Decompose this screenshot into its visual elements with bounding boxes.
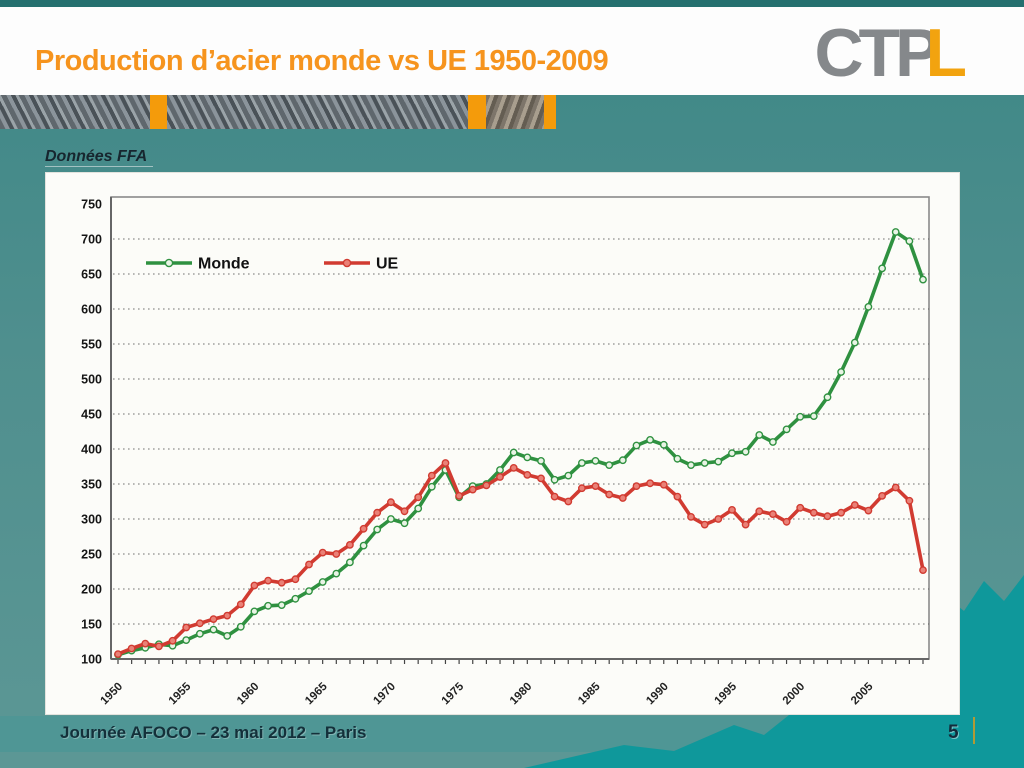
svg-text:1950: 1950 bbox=[99, 681, 126, 708]
slide-title: Production d’acier monde vs UE 1950-2009 bbox=[35, 45, 609, 77]
logo-text-orange: L bbox=[925, 15, 966, 91]
orange-divider-1 bbox=[150, 95, 167, 129]
orange-divider-3 bbox=[544, 95, 556, 129]
svg-text:1990: 1990 bbox=[644, 681, 671, 708]
svg-text:100: 100 bbox=[81, 653, 102, 667]
svg-text:750: 750 bbox=[81, 198, 102, 212]
data-source-note: Données FFA bbox=[45, 148, 154, 167]
svg-text:1970: 1970 bbox=[371, 681, 398, 708]
chart-container: 100 150 200 250 300 350 400 450 500 550 600 650 700 7… bbox=[45, 172, 960, 715]
svg-text:1995: 1995 bbox=[713, 680, 740, 707]
svg-text:600: 600 bbox=[81, 303, 102, 317]
svg-text:400: 400 bbox=[81, 443, 102, 457]
svg-text:1965: 1965 bbox=[303, 680, 330, 707]
logo-text-gray: CTP bbox=[814, 15, 940, 91]
photo-strip bbox=[0, 95, 1024, 129]
ctpl-logo: CTPL bbox=[814, 19, 966, 87]
svg-text:650: 650 bbox=[81, 268, 102, 282]
gravel-photo-left bbox=[0, 95, 470, 129]
svg-text:1980: 1980 bbox=[508, 681, 535, 708]
svg-text:700: 700 bbox=[81, 233, 102, 247]
svg-text:2000: 2000 bbox=[781, 681, 808, 708]
svg-text:200: 200 bbox=[81, 583, 102, 597]
footer-caption: Journée AFOCO – 23 mai 2012 – Paris bbox=[60, 723, 367, 742]
page-number: 5 bbox=[948, 722, 959, 743]
orange-divider-2 bbox=[468, 95, 486, 129]
svg-text:Monde: Monde bbox=[198, 256, 250, 273]
svg-text:550: 550 bbox=[81, 338, 102, 352]
svg-text:350: 350 bbox=[81, 478, 102, 492]
svg-text:1985: 1985 bbox=[576, 680, 603, 707]
svg-text:UE: UE bbox=[376, 256, 399, 273]
svg-text:150: 150 bbox=[81, 618, 102, 632]
svg-text:250: 250 bbox=[81, 548, 102, 562]
svg-text:2005: 2005 bbox=[849, 680, 876, 707]
svg-text:1975: 1975 bbox=[440, 680, 467, 707]
sand-photo-right bbox=[556, 95, 1024, 129]
svg-text:1960: 1960 bbox=[235, 681, 262, 708]
slide-header: Production d’acier monde vs UE 1950-2009… bbox=[0, 7, 1024, 95]
footer-accent-tick bbox=[973, 717, 975, 744]
svg-text:1955: 1955 bbox=[167, 680, 194, 707]
svg-text:300: 300 bbox=[81, 513, 102, 527]
svg-text:500: 500 bbox=[81, 373, 102, 387]
top-accent-bar bbox=[0, 0, 1024, 7]
svg-text:450: 450 bbox=[81, 408, 102, 422]
gravel-photo-mid bbox=[486, 95, 544, 129]
line-chart: 100 150 200 250 300 350 400 450 500 550 600 650 700 7… bbox=[81, 196, 930, 708]
